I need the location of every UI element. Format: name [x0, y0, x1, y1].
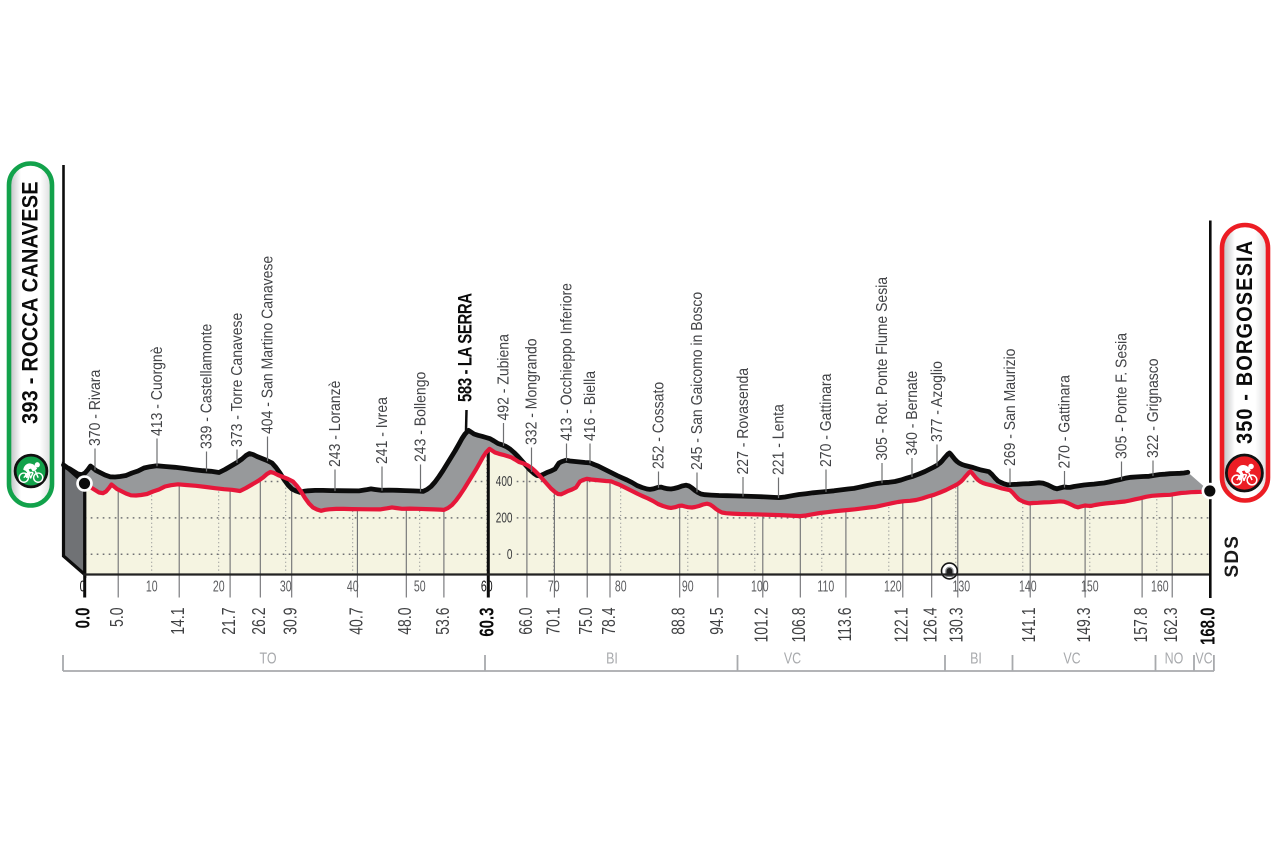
svg-text:20: 20 [213, 577, 225, 595]
svg-text:492 - Zubiena: 492 - Zubiena [496, 333, 513, 420]
svg-text:413 - Occhieppo Inferiore: 413 - Occhieppo Inferiore [559, 283, 576, 441]
svg-text:243 - Bollengo: 243 - Bollengo [413, 372, 430, 462]
svg-text:NO: NO [1165, 650, 1184, 668]
svg-text:0.0: 0.0 [71, 607, 94, 628]
svg-text:5.0: 5.0 [107, 608, 127, 627]
svg-text:393 - ROCCA CANAVESE: 393 - ROCCA CANAVESE [18, 181, 42, 424]
svg-text:413 - Cuorgnè: 413 - Cuorgnè [149, 347, 166, 436]
svg-text:21.7: 21.7 [219, 608, 239, 635]
svg-text:30: 30 [280, 577, 292, 595]
svg-text:120: 120 [884, 577, 902, 595]
svg-text:SDS: SDS [1222, 535, 1243, 578]
svg-text:TO: TO [259, 650, 276, 668]
svg-text:70: 70 [548, 577, 560, 595]
svg-text:26.2: 26.2 [250, 608, 270, 635]
svg-text:130.3: 130.3 [947, 608, 967, 643]
svg-text:370 - Rivara: 370 - Rivara [87, 369, 104, 446]
svg-text:130: 130 [952, 577, 970, 595]
svg-text:113.6: 113.6 [835, 608, 855, 642]
svg-text:404 - San Martino Canavese: 404 - San Martino Canavese [260, 256, 277, 434]
svg-text:80: 80 [615, 577, 627, 595]
svg-text:243 - Loranzè: 243 - Loranzè [327, 381, 344, 467]
svg-text:78.4: 78.4 [599, 608, 619, 635]
svg-text:101.2: 101.2 [752, 608, 772, 643]
svg-text:227 - Rovasenda: 227 - Rovasenda [735, 367, 752, 474]
svg-text:0: 0 [80, 577, 86, 595]
svg-text:157.8: 157.8 [1131, 608, 1151, 643]
svg-text:VC: VC [784, 650, 801, 668]
svg-text:VC: VC [1195, 650, 1212, 668]
svg-text:270 - Gattinara: 270 - Gattinara [1057, 374, 1074, 468]
svg-text:150: 150 [1081, 577, 1099, 595]
svg-text:160: 160 [1151, 577, 1169, 595]
svg-text:141.1: 141.1 [1019, 608, 1039, 643]
svg-text:90: 90 [682, 577, 694, 595]
svg-text:122.1: 122.1 [892, 608, 912, 643]
svg-text:0: 0 [507, 545, 513, 563]
svg-text:48.0: 48.0 [396, 608, 416, 635]
svg-text:140: 140 [1019, 577, 1037, 595]
svg-text:168.0: 168.0 [1196, 607, 1219, 645]
svg-text:400: 400 [496, 472, 513, 490]
svg-text:221 - Lenta: 221 - Lenta [771, 403, 788, 475]
svg-text:305 - Rot. Ponte Flume Sesia: 305 - Rot. Ponte Flume Sesia [874, 276, 891, 460]
svg-text:BI: BI [970, 650, 982, 668]
svg-text:305 - Ponte F. Sesia: 305 - Ponte F. Sesia [1114, 332, 1131, 459]
svg-text:106.8: 106.8 [790, 608, 810, 643]
svg-text:70.1: 70.1 [544, 608, 564, 635]
svg-text:416 - Biella: 416 - Biella [582, 370, 599, 441]
svg-text:94.5: 94.5 [707, 608, 727, 635]
svg-text:60.3: 60.3 [475, 607, 498, 636]
svg-text:126.4: 126.4 [921, 608, 941, 643]
svg-text:88.8: 88.8 [669, 608, 689, 635]
svg-text:BI: BI [606, 650, 618, 668]
svg-text:252 - Cossato: 252 - Cossato [651, 382, 668, 469]
svg-text:373 - Torre Canavese: 373 - Torre Canavese [229, 313, 246, 447]
svg-text:53.6: 53.6 [433, 608, 453, 635]
svg-text:10: 10 [146, 577, 158, 595]
svg-text:40.7: 40.7 [347, 608, 367, 635]
svg-text:269 - San Maurizio: 269 - San Maurizio [1002, 349, 1019, 466]
svg-text:VC: VC [1063, 650, 1080, 668]
svg-text:162.3: 162.3 [1161, 608, 1181, 643]
svg-text:270 - Gattinara: 270 - Gattinara [818, 373, 835, 467]
svg-text:30.9: 30.9 [281, 608, 301, 635]
svg-text:245 - San Gaicomo in Bosco: 245 - San Gaicomo in Bosco [689, 292, 706, 470]
svg-text:200: 200 [496, 509, 513, 527]
svg-text:66.0: 66.0 [516, 608, 536, 635]
svg-text:332 - Mongrando: 332 - Mongrando [524, 338, 541, 445]
svg-text:339 - Castellamonte: 339 - Castellamonte [199, 324, 216, 449]
svg-text:340 - Bernate: 340 - Bernate [904, 371, 921, 456]
svg-text:60: 60 [481, 577, 493, 595]
svg-text:241 - Ivrea: 241 - Ivrea [374, 396, 391, 464]
svg-text:149.3: 149.3 [1074, 608, 1094, 643]
svg-text:583 - LA SERRA: 583 - LA SERRA [454, 292, 476, 402]
svg-text:14.1: 14.1 [168, 608, 188, 635]
svg-text:50: 50 [414, 577, 426, 595]
svg-text:377 - Azoglio: 377 - Azoglio [929, 361, 946, 442]
svg-text:75.0: 75.0 [576, 608, 596, 635]
svg-text:322 - Grignasco: 322 - Grignasco [1145, 358, 1162, 458]
svg-text:350 - BORGOSESIA: 350 - BORGOSESIA [1233, 240, 1257, 444]
svg-text:110: 110 [817, 577, 834, 595]
svg-text:40: 40 [347, 577, 359, 595]
svg-text:100: 100 [751, 577, 769, 595]
